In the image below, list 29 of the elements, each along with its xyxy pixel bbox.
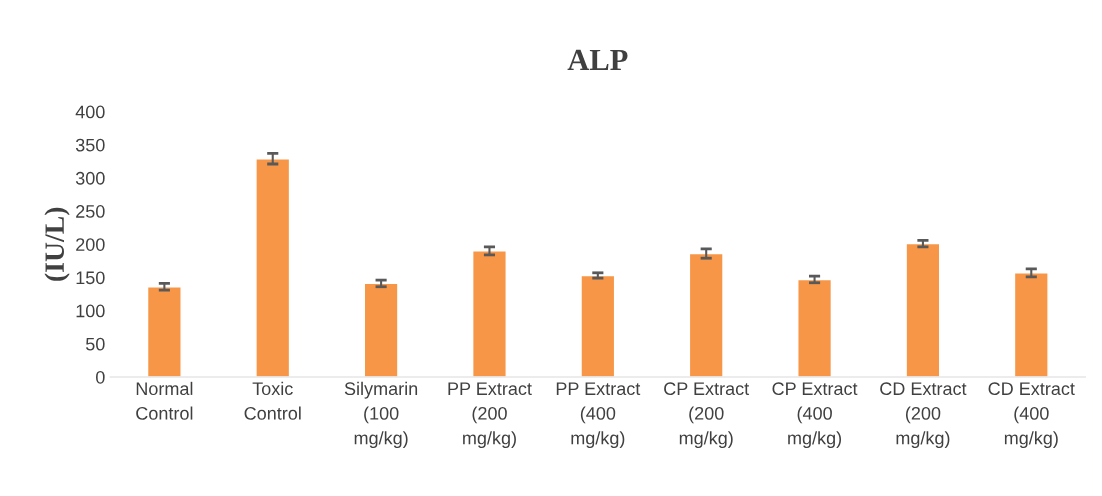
x-tick-label: CD Extract (200 mg/kg) [880,382,967,449]
x-tick-label: PP Extract (400 mg/kg) [556,382,641,449]
x-tick-label: Normal Control [136,381,193,420]
x-tick-label: CP Extract (200 mg/kg) [664,382,750,449]
x-tick-label: PP Extract (200 mg/kg) [448,382,532,449]
bar [905,242,941,377]
bar [580,274,616,377]
y-tick-label: 200 [76,238,105,251]
y-tick-label: 400 [75,105,105,119]
bar [688,252,724,377]
y-tick-label: 150 [76,271,105,285]
bar [1013,272,1049,377]
chart-title: ALP [567,49,628,70]
y-tick-label: 300 [75,171,105,185]
bar [146,286,182,377]
y-tick-label: 100 [76,304,105,318]
y-tick-label: 50 [85,337,105,351]
bar [363,282,399,377]
bar [797,278,833,377]
bar [471,250,507,377]
y-tick-label: 250 [76,205,105,218]
x-tick-label: Toxic Control [244,381,301,420]
bar [255,158,291,377]
y-axis-title: (IU/L) [44,207,70,281]
y-tick-label: 350 [75,138,105,152]
y-tick-label: 0 [96,370,105,384]
x-tick-label: CP Extract (400 mg/kg) [772,382,858,449]
x-tick-label: CD Extract (400 mg/kg) [988,382,1075,449]
x-tick-label: Silymarin (100 mg/kg) [344,381,418,449]
